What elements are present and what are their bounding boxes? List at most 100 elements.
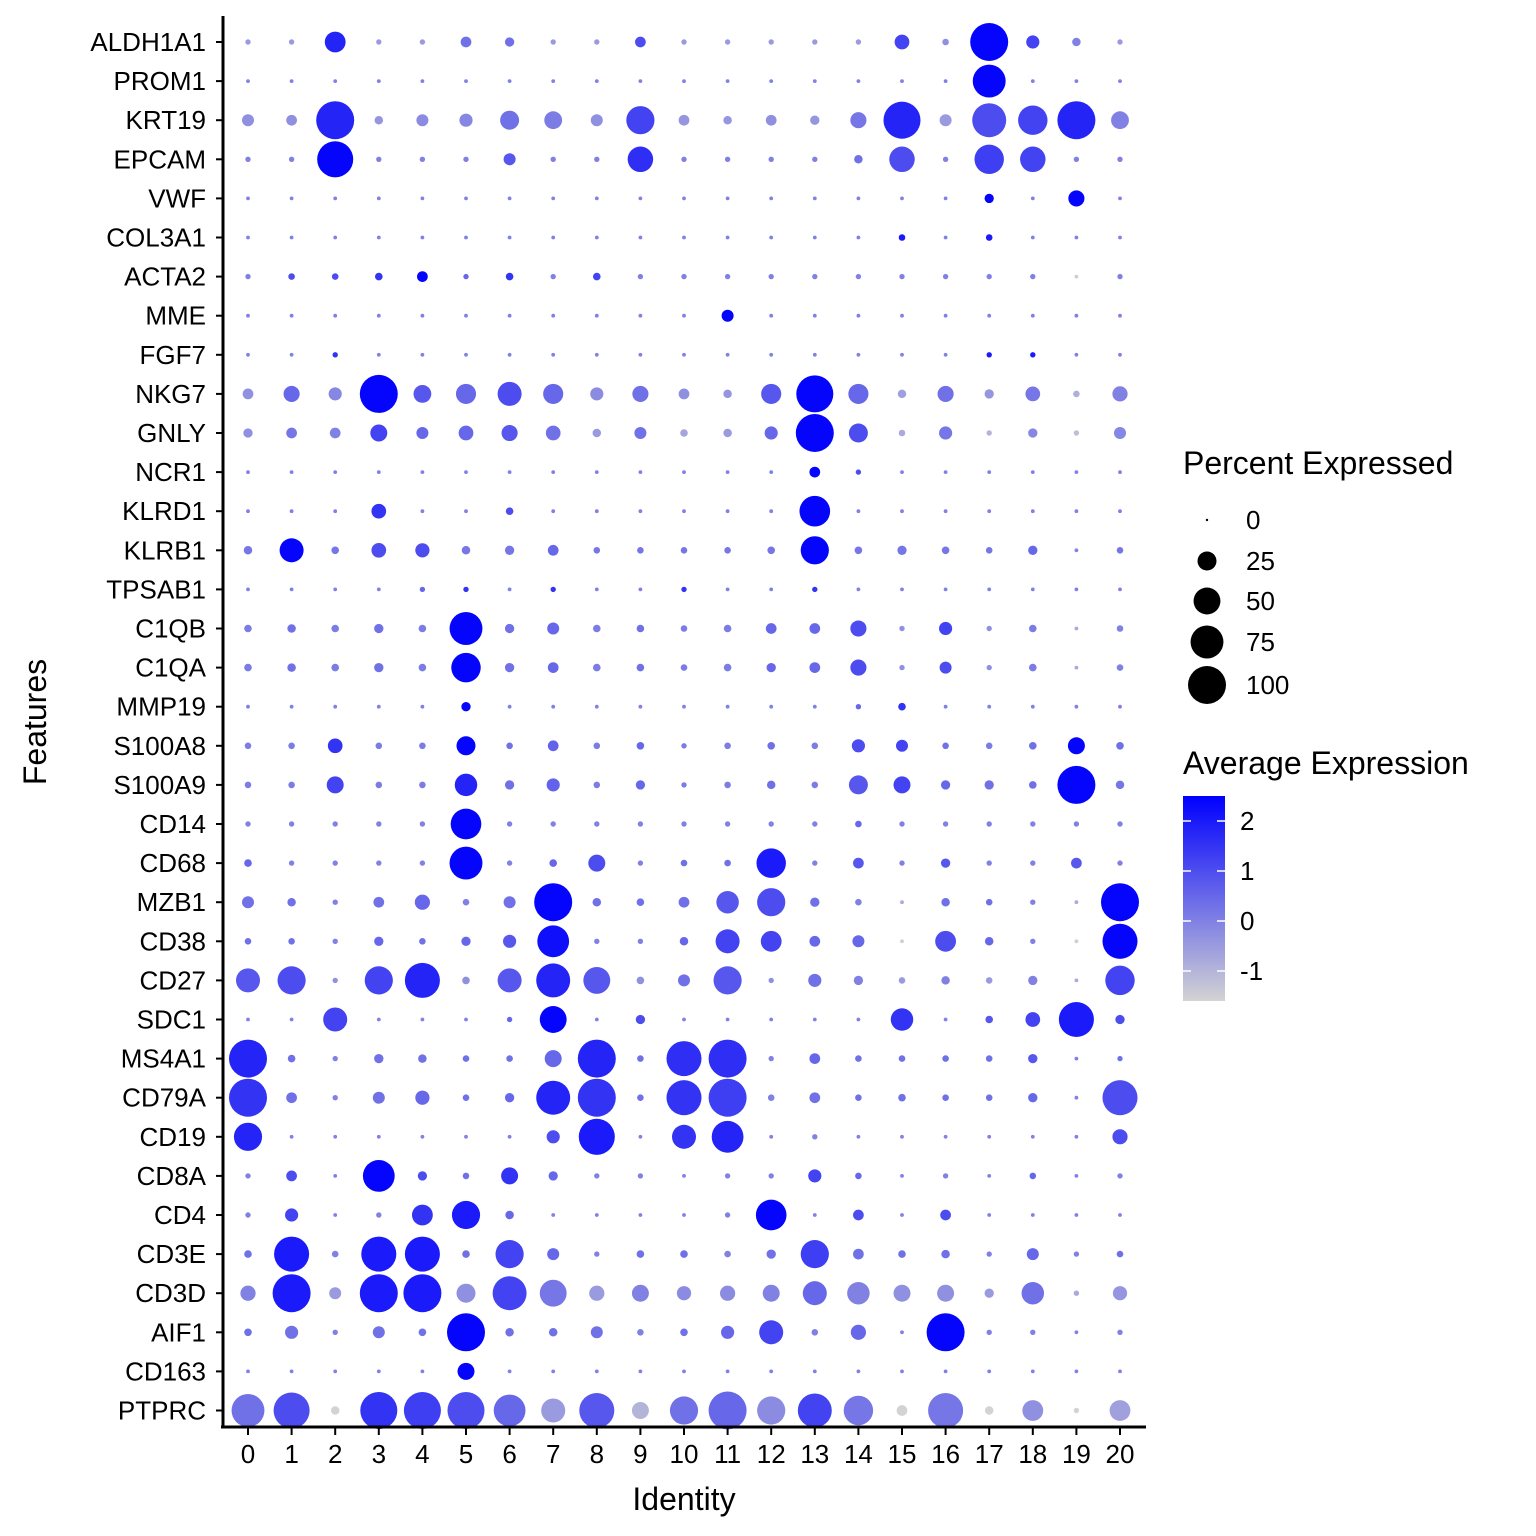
dot-mzb1-10 — [678, 896, 690, 908]
dot-acta2-8 — [593, 272, 601, 281]
dot-s100a8-2 — [327, 738, 343, 754]
dot-s100a9-1 — [288, 781, 295, 789]
x-axis-ticks: 0 1 2 3 4 5 6 7 8 9 10 11 12 13 14 15 16 17 18 19 20 — [241, 1428, 1134, 1469]
dot-ms4a1-17 — [985, 1055, 993, 1062]
dot-sdc1-16 — [943, 1017, 948, 1022]
dot-aif1-1 — [285, 1325, 299, 1339]
dot-ptprc-10 — [669, 1396, 699, 1425]
dot-s100a9-7 — [546, 778, 560, 792]
x-tick-label-13: 13 — [800, 1439, 829, 1469]
dot-s100a8-9 — [636, 742, 645, 750]
color-legend-bar — [1183, 796, 1225, 1001]
dot-c1qb-19 — [1074, 626, 1079, 631]
dot-cd68-4 — [419, 860, 426, 866]
dot-nkg7-6 — [497, 381, 522, 406]
dot-cd3e-4 — [404, 1236, 440, 1272]
dot-acta2-3 — [375, 272, 383, 281]
dot-c1qa-2 — [331, 663, 340, 672]
dot-cd27-13 — [808, 973, 822, 987]
dot-ptprc-18 — [1022, 1400, 1044, 1421]
dot-cd38-6 — [503, 934, 517, 948]
dot-ptprc-11 — [708, 1391, 747, 1430]
dot-s100a8-13 — [811, 742, 819, 750]
dot-epcam-0 — [245, 156, 251, 162]
dot-s100a9-17 — [984, 780, 994, 790]
dot-cd14-10 — [681, 821, 687, 827]
dot-ptprc-2 — [330, 1406, 340, 1415]
dot-krt19-15 — [883, 101, 921, 139]
dot-mme-16 — [943, 313, 948, 318]
dot-vwf-8 — [594, 196, 599, 201]
dot-c1qb-6 — [504, 623, 515, 634]
size-legend-label-25: 25 — [1246, 546, 1275, 576]
dot-aldh1a1-5 — [460, 36, 472, 48]
dot-cd79a-3 — [372, 1091, 385, 1104]
dot-cd14-9 — [637, 821, 644, 827]
dot-mme-11 — [721, 309, 734, 322]
dot-ptprc-17 — [984, 1406, 994, 1415]
dot-vwf-17 — [984, 193, 994, 204]
y-tick-label-ptprc: PTPRC — [118, 1396, 206, 1426]
size-legend-dot-75 — [1190, 625, 1224, 659]
dot-fgf7-6 — [507, 352, 512, 357]
dot-cd3d-19 — [1073, 1290, 1080, 1296]
dot-epcam-6 — [503, 153, 516, 166]
dot-mme-20 — [1118, 313, 1122, 318]
dot-cd19-3 — [376, 1134, 381, 1139]
dot-cd27-18 — [1028, 975, 1038, 986]
y-tick-label-mme: MME — [145, 301, 206, 331]
dot-sdc1-10 — [682, 1017, 686, 1022]
dot-gnly-16 — [939, 426, 953, 440]
dot-cd68-20 — [1117, 860, 1123, 866]
y-tick-label-cd4: CD4 — [154, 1200, 206, 1230]
dot-c1qb-11 — [723, 624, 732, 633]
dot-mmp19-0 — [246, 704, 250, 709]
dot-aldh1a1-11 — [724, 39, 731, 45]
dot-cd3d-14 — [847, 1281, 870, 1305]
dot-krt19-2 — [316, 101, 355, 140]
dot-cd27-3 — [364, 966, 393, 995]
dot-sdc1-13 — [812, 1017, 817, 1022]
dot-c1qa-10 — [680, 664, 688, 671]
dot-ptprc-19 — [1073, 1407, 1080, 1414]
dot-s100a8-14 — [851, 739, 865, 753]
dot-col3a1-19 — [1074, 235, 1079, 240]
dot-ncr1-4 — [420, 470, 425, 474]
dot-cd163-6 — [507, 1369, 512, 1374]
y-tick-label-mzb1: MZB1 — [137, 887, 206, 917]
dot-cd68-9 — [637, 860, 644, 866]
dot-klrd1-3 — [371, 503, 387, 519]
dot-cd68-2 — [332, 860, 338, 866]
dot-cd8a-15 — [900, 1174, 904, 1178]
dot-mme-1 — [289, 313, 294, 318]
dot-vwf-19 — [1068, 190, 1085, 207]
dot-klrb1-14 — [854, 546, 863, 555]
dot-cd19-13 — [812, 1134, 818, 1140]
dot-ncr1-12 — [769, 470, 774, 474]
dot-c1qb-4 — [418, 624, 427, 633]
dot-cd3e-11 — [724, 1250, 731, 1258]
dot-vwf-18 — [1030, 196, 1035, 201]
dot-prom1-9 — [638, 79, 643, 83]
dot-cd3e-17 — [986, 1251, 992, 1257]
dot-ptprc-1 — [273, 1392, 310, 1429]
dot-ncr1-0 — [246, 470, 250, 474]
dot-fgf7-13 — [812, 352, 817, 357]
dot-sdc1-0 — [246, 1017, 250, 1022]
y-tick-label-acta2: ACTA2 — [124, 262, 206, 292]
dot-cd3e-16 — [941, 1249, 950, 1259]
dot-mme-5 — [464, 313, 468, 318]
y-tick-label-krt19: KRT19 — [126, 105, 206, 135]
dot-cd14-1 — [288, 821, 295, 827]
dot-cd27-1 — [277, 966, 306, 995]
dot-aldh1a1-2 — [324, 31, 346, 53]
dot-mmp19-19 — [1074, 704, 1079, 709]
dot-cd8a-4 — [417, 1171, 428, 1181]
dot-cd38-8 — [594, 938, 600, 944]
color-legend-label--1: -1 — [1240, 956, 1263, 986]
dot-acta2-10 — [681, 273, 687, 280]
dot-mmp19-12 — [769, 704, 774, 709]
dot-cd68-6 — [506, 860, 513, 866]
dot-ms4a1-5 — [462, 1055, 470, 1062]
dot-cd4-14 — [853, 1209, 864, 1221]
